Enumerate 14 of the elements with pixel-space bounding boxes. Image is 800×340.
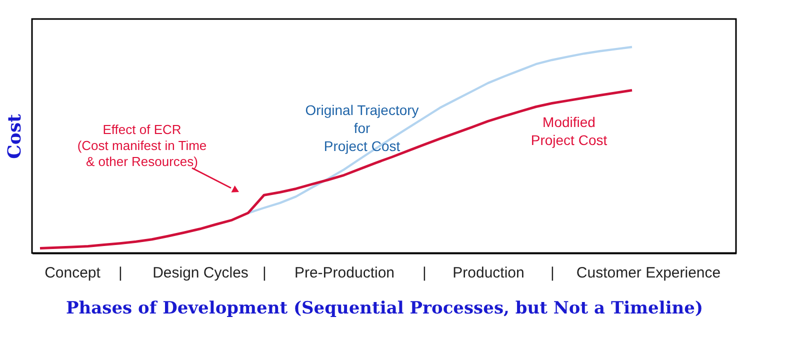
x-tick-label: Pre-Production: [294, 264, 395, 282]
annotation: Modified Project Cost: [530, 114, 608, 148]
x-tick-label: |: [422, 264, 426, 282]
annotation: Effect of ECR (Cost manifest in Time & other Resources): [77, 122, 207, 169]
x-tick-label: Design Cycles: [152, 264, 248, 282]
x-tick-label: Production: [452, 264, 524, 282]
x-tick-label: |: [262, 264, 266, 282]
x-tick-label: |: [550, 264, 554, 282]
x-tick-label: Customer Experience: [576, 264, 721, 282]
y-axis-title: Cost: [4, 113, 26, 159]
x-tick-label: Concept: [44, 264, 102, 282]
annotation: Original Trajectory for Project Cost: [305, 102, 419, 154]
x-tick-label: |: [118, 264, 122, 282]
x-axis-title: Phases of Development (Sequential Processes, but Not a Timeline): [66, 298, 703, 318]
